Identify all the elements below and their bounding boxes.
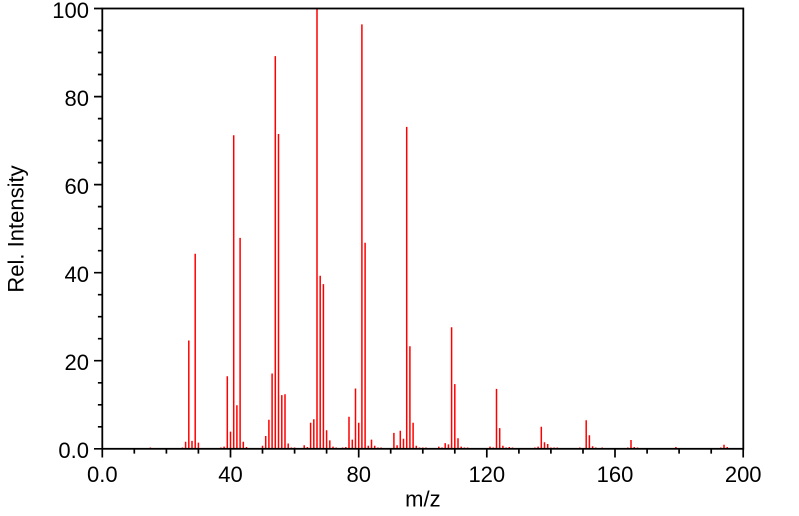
svg-text:100: 100 <box>52 0 89 23</box>
svg-text:40: 40 <box>218 462 242 487</box>
svg-text:20: 20 <box>65 350 89 375</box>
svg-text:80: 80 <box>65 86 89 111</box>
svg-text:0.0: 0.0 <box>87 462 118 487</box>
svg-text:200: 200 <box>725 462 762 487</box>
svg-text:0.0: 0.0 <box>58 438 89 463</box>
svg-text:40: 40 <box>65 262 89 287</box>
svg-text:60: 60 <box>65 174 89 199</box>
svg-text:120: 120 <box>468 462 505 487</box>
svg-text:m/z: m/z <box>405 486 440 511</box>
svg-text:160: 160 <box>597 462 634 487</box>
svg-text:80: 80 <box>346 462 370 487</box>
svg-text:Rel. Intensity: Rel. Intensity <box>4 165 29 292</box>
